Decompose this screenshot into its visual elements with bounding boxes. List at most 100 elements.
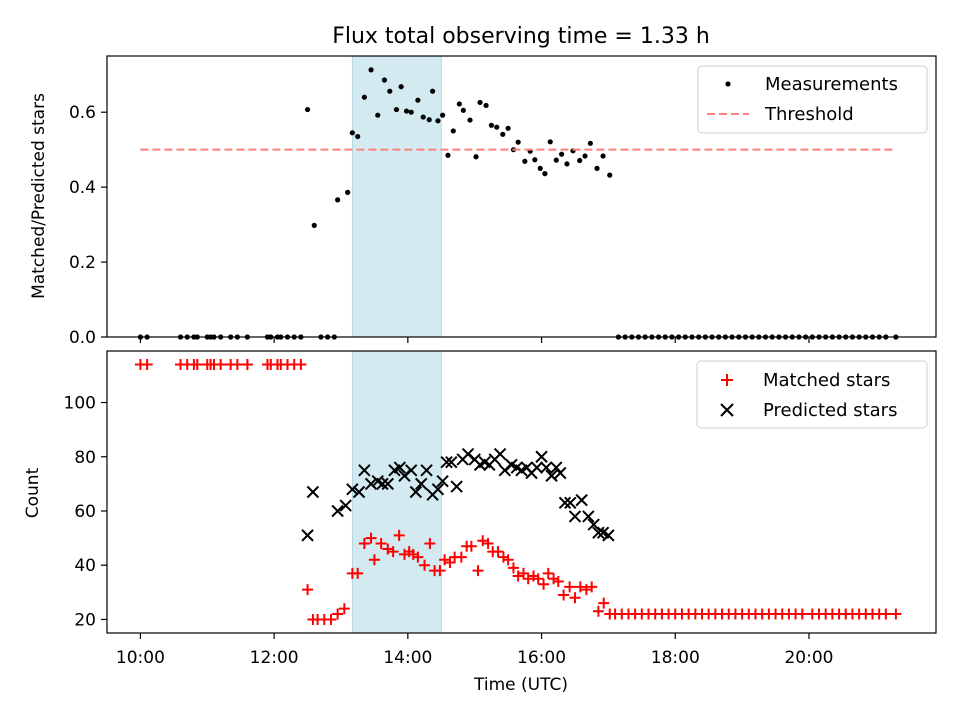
measurement-point	[345, 189, 351, 195]
count-ytick-label: 80	[74, 448, 96, 468]
matched-star-point	[302, 584, 314, 596]
matched-star-point	[890, 608, 902, 620]
matched-star-point	[492, 546, 504, 558]
matched-star-point	[412, 551, 424, 563]
predicted-star-point	[582, 510, 595, 523]
count-panel-frame	[106, 350, 937, 634]
measurement-point	[460, 107, 466, 113]
measurement-point	[494, 124, 500, 130]
matched-star-point	[796, 608, 808, 620]
predicted-star-point	[602, 529, 615, 542]
matched-star-point	[365, 532, 377, 544]
count-xtick-label: 10:00	[116, 648, 165, 668]
measurement-point	[445, 152, 451, 158]
predicted-star-point	[575, 493, 588, 507]
measurement-point	[429, 88, 436, 94]
count-xtick-label: 20:00	[784, 648, 833, 668]
predicted-star-point	[364, 477, 378, 491]
count-xtick-label: 12:00	[250, 648, 299, 668]
predicted-star-point	[535, 450, 548, 463]
count-xtick-label: 16:00	[517, 648, 566, 668]
count-observing-window-span	[351, 350, 442, 634]
measurement-point	[582, 153, 588, 159]
measurement-point	[398, 84, 404, 90]
measurement-point	[426, 117, 432, 123]
measurement-point	[335, 197, 341, 203]
matched-star-point	[598, 597, 610, 609]
predicted-star-point	[436, 474, 449, 488]
predicted-star-point	[409, 485, 423, 499]
ratio-panel-ylabel: Matched/Predicted stars	[29, 93, 49, 299]
matched-star-point	[338, 603, 350, 615]
measurement-point	[542, 171, 548, 177]
measurement-point	[537, 165, 543, 171]
predicted-star-point	[346, 483, 359, 496]
count-ytick-label: 60	[74, 502, 96, 522]
measurement-point	[355, 133, 361, 140]
ratio-panel-legend: Measurements Threshold	[697, 65, 928, 134]
predicted-star-point	[404, 464, 418, 477]
matched-star-point	[231, 359, 243, 371]
matched-star-point	[518, 567, 530, 579]
measurement-point	[553, 157, 559, 163]
measurement-point	[467, 117, 473, 123]
measurement-point	[304, 106, 311, 113]
ratio-ytick-label: 0.4	[69, 178, 96, 198]
legend-predicted-marker	[720, 403, 734, 417]
predicted-star-point	[420, 464, 433, 477]
count-ytick-label: 100	[64, 394, 96, 414]
measurement-point	[361, 94, 367, 100]
matched-star-point	[325, 613, 337, 625]
matched-star-point	[387, 546, 399, 558]
matched-star-point	[477, 535, 489, 547]
predicted-star-point	[306, 485, 320, 499]
matched-star-point	[558, 589, 570, 601]
measurement-point	[488, 122, 495, 128]
predicted-star-point	[339, 499, 352, 512]
matched-star-point	[434, 565, 446, 577]
matched-star-point	[580, 584, 592, 596]
measurement-point	[415, 97, 421, 103]
matched-star-point	[424, 538, 436, 550]
legend-matched-marker	[721, 374, 733, 386]
predicted-star-point	[493, 447, 507, 461]
count-panel-xlabel: Time (UTC)	[473, 675, 568, 695]
measurement-point	[600, 153, 606, 159]
matched-star-point	[538, 578, 550, 590]
predicted-star-point	[445, 455, 458, 469]
ratio-ytick-label: 0.6	[69, 103, 96, 123]
ratio-ytick-label: 0.0	[69, 328, 96, 348]
predicted-star-point	[554, 466, 567, 480]
predicted-star-point	[358, 464, 371, 477]
matched-star-point	[507, 562, 519, 574]
measurement-point	[420, 114, 426, 120]
matched-star-point	[569, 592, 581, 604]
matched-star-point	[191, 359, 203, 371]
measurement-point	[403, 108, 410, 114]
measurement-point	[515, 139, 521, 145]
count-xtick-label: 14:00	[383, 648, 432, 668]
count-ytick-label: 20	[74, 610, 96, 630]
legend-box	[697, 65, 928, 134]
measurement-point	[368, 67, 374, 73]
predicted-star-point	[393, 461, 407, 474]
matched-star-point	[465, 540, 477, 552]
legend-measurements-label: Measurements	[765, 74, 898, 95]
matched-star-point	[455, 551, 467, 563]
matched-star-point	[419, 559, 431, 571]
matched-star-point	[482, 538, 494, 550]
matched-star-point	[375, 538, 387, 550]
predicted-star-point	[376, 477, 389, 491]
matched-star-point	[574, 581, 586, 593]
measurement-point	[532, 157, 538, 163]
measurement-point	[505, 125, 511, 131]
figure-title: Flux total observing time = 1.33 h	[332, 24, 710, 49]
matched-star-point	[542, 567, 554, 579]
measurement-point	[450, 128, 456, 134]
measurement-point	[435, 118, 441, 124]
matched-star-point	[332, 608, 344, 620]
matched-star-point	[532, 573, 544, 585]
measurement-point	[387, 88, 393, 94]
matched-star-point	[592, 605, 604, 617]
